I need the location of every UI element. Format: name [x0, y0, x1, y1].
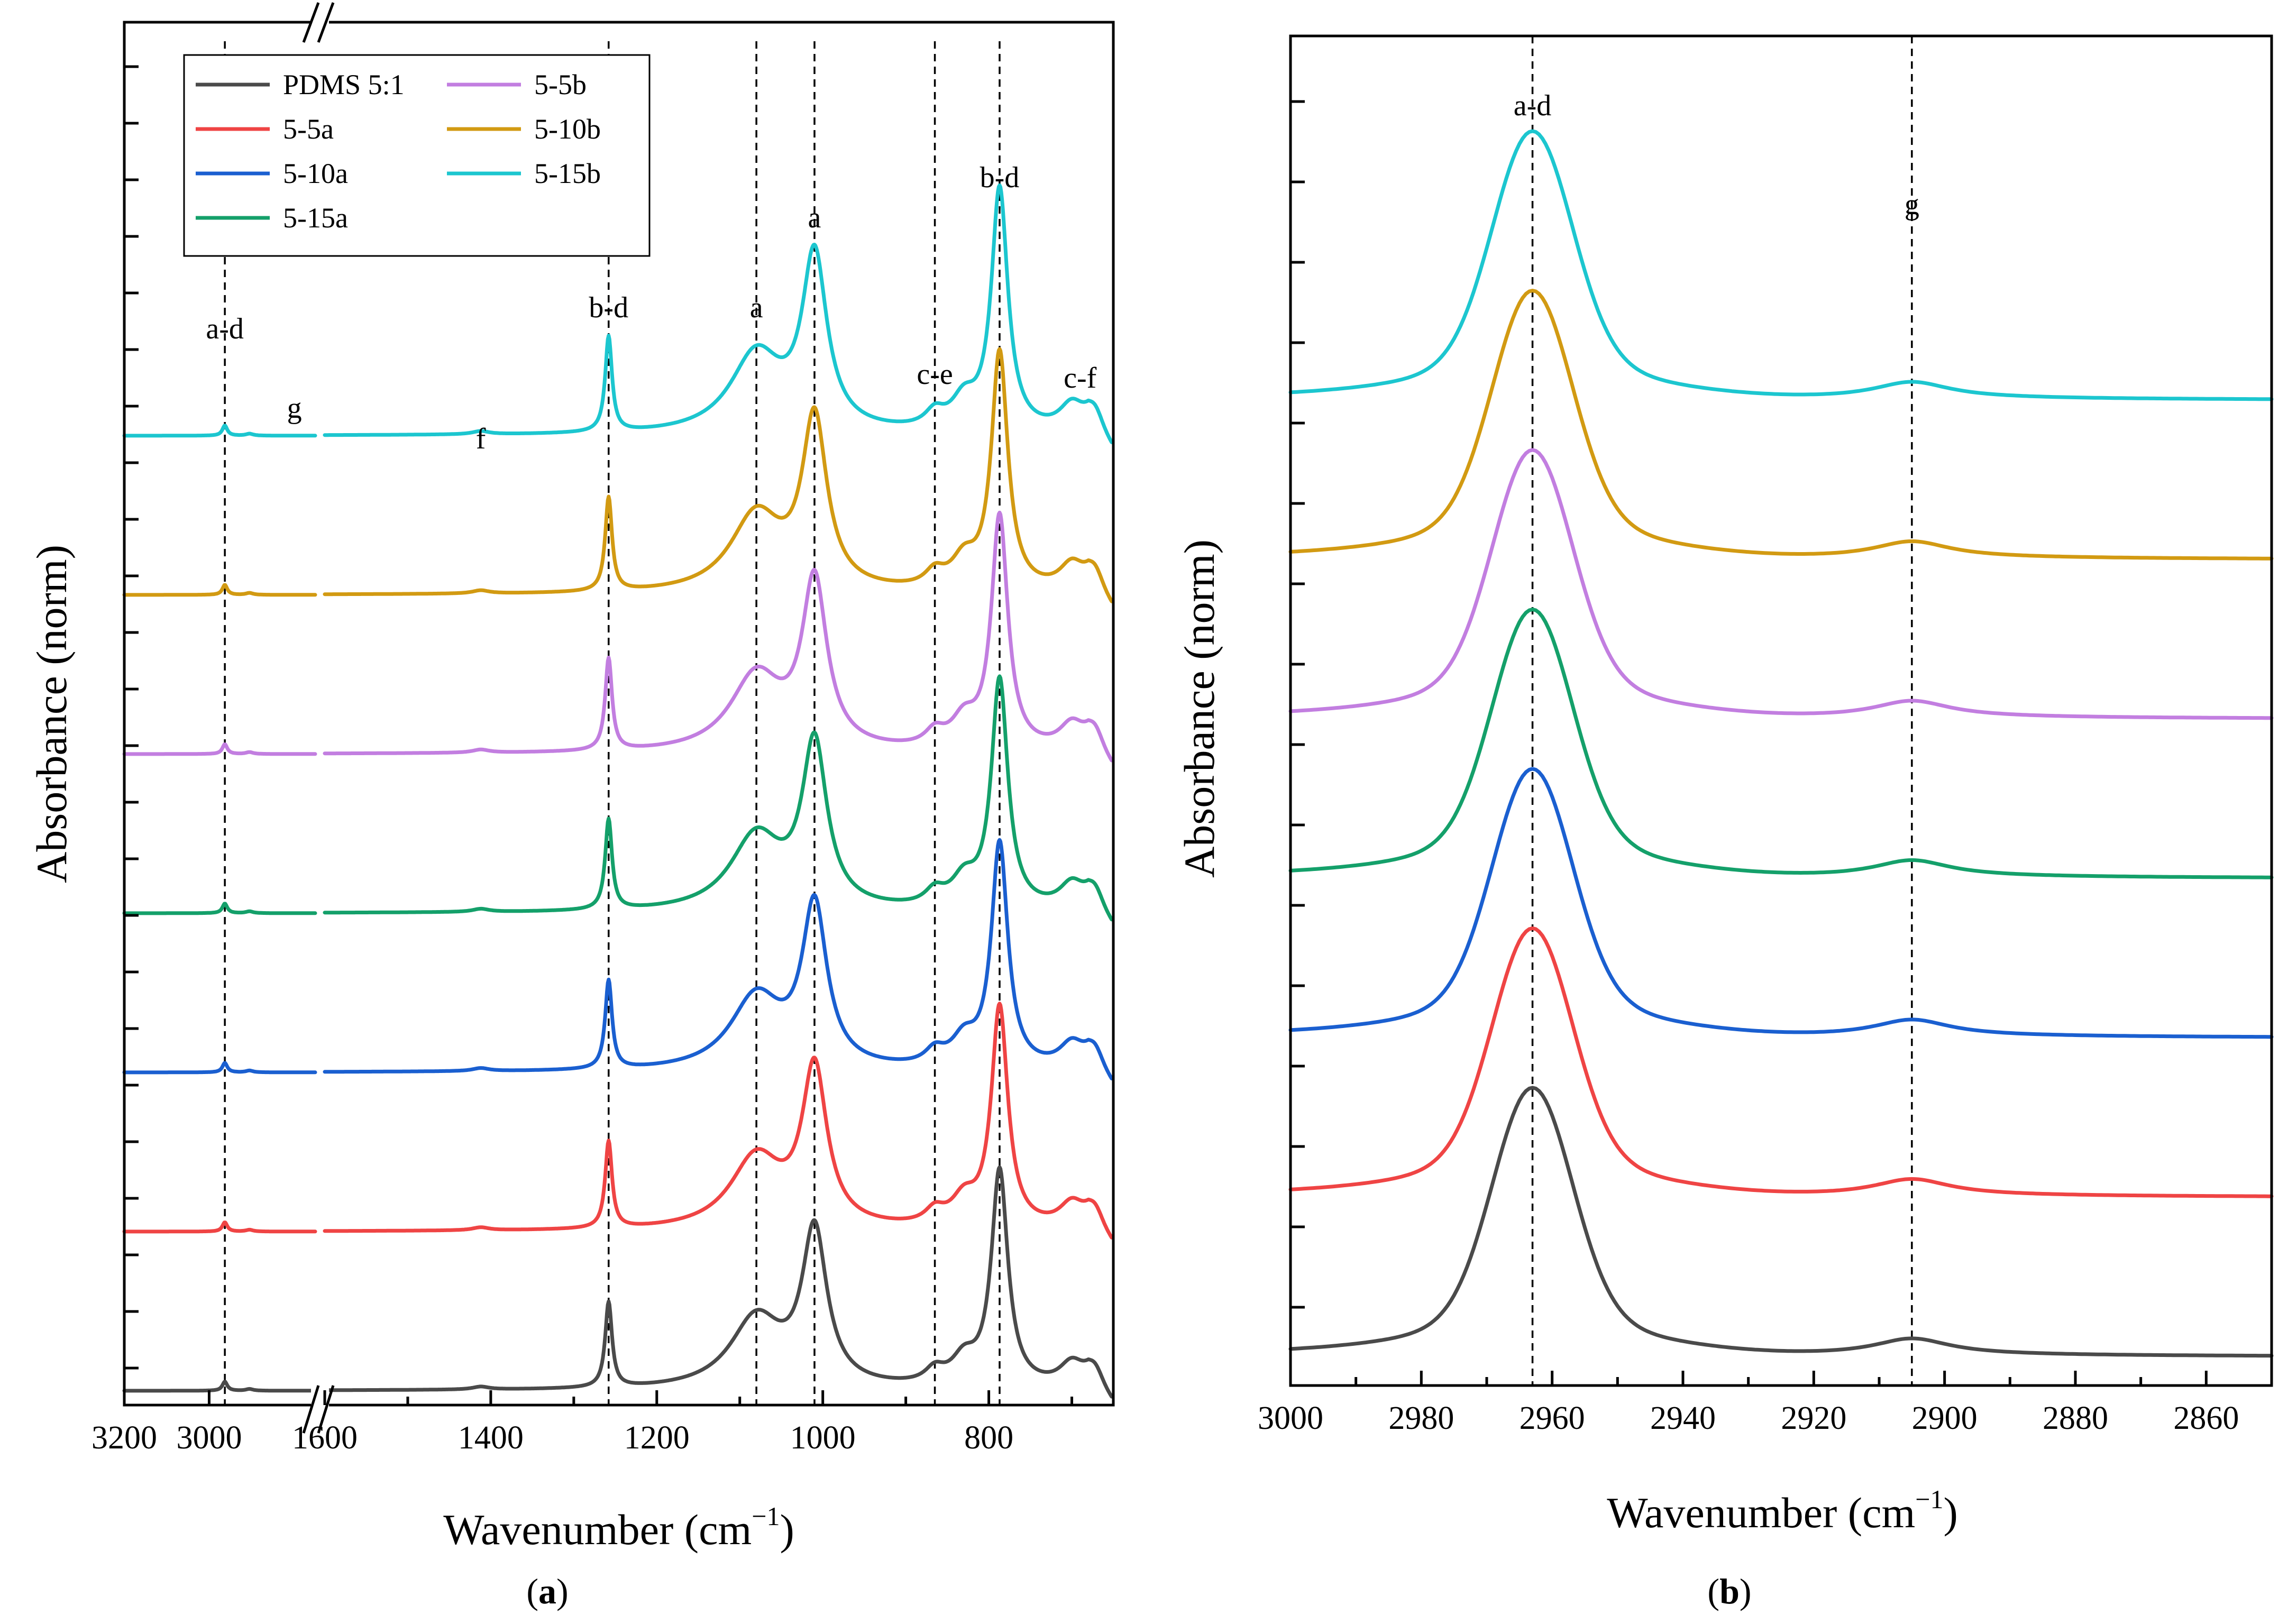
legend-label-5-5a: 5-5a — [283, 113, 334, 145]
panel-a-x-tick-label: 1200 — [624, 1420, 690, 1456]
panel-b-x-tick-label: 2980 — [1388, 1400, 1454, 1436]
panel-b-peak-label: g — [1905, 188, 1919, 221]
panel-a-x-tick-label: 1400 — [458, 1420, 524, 1456]
panel-a-peak-label: g — [287, 392, 302, 425]
trace-5-15a-high — [122, 902, 317, 915]
panel-b-traces — [1288, 129, 2274, 1358]
trace-b-5-15b — [1288, 129, 2274, 401]
panel-a-peak-label: f — [476, 423, 486, 455]
panel-a-reference-lines — [224, 41, 1001, 1405]
panel-a-x-tick-label: 800 — [964, 1420, 1013, 1456]
trace-5-15b-low — [323, 183, 1114, 444]
legend: PDMS 5:1 5-5a 5-10a 5-15a 5-5b 5-10b 5-15b — [183, 54, 651, 257]
trace-5-10a-high — [122, 1061, 317, 1075]
trace-b-5-5a — [1288, 926, 2274, 1198]
panel-a-label: (a) — [526, 1571, 568, 1611]
panel-a-traces — [122, 183, 1114, 1399]
legend-label-5-15a: 5-15a — [283, 202, 348, 234]
trace-5-5b-low — [323, 510, 1114, 763]
panel-a: 3200 3000 1600 1400 1200 1000 800 a-d g f b-d a a c-… — [28, 2, 1115, 1611]
panel-a-y-axis-title: Absorbance (norm) — [28, 545, 76, 883]
panel-b-x-tick-label: 2860 — [2173, 1400, 2239, 1436]
panel-b: 3000 2980 2960 2940 2920 2900 2880 2860 a-d g Ab… — [1175, 34, 2274, 1611]
panel-b-x-tick-label: 3000 — [1258, 1400, 1323, 1436]
panel-b-reference-lines — [1531, 36, 1913, 1386]
trace-5-5a-high — [122, 1221, 317, 1234]
panel-b-axis-ticks: 3000 2980 2960 2940 2920 2900 2880 2860 — [1258, 100, 2239, 1436]
panel-b-frame — [1289, 34, 2273, 1387]
trace-b-5-10a — [1288, 767, 2274, 1039]
panel-a-axis-break-mark — [302, 1385, 320, 1434]
panel-a-peak-label: c-e — [917, 358, 953, 391]
panel-a-x-tick-label: 1600 — [292, 1420, 358, 1456]
panel-a-axis-break-mark — [317, 1385, 335, 1434]
panel-b-x-tick-label: 2920 — [1781, 1400, 1846, 1436]
panel-a-frame — [123, 21, 1115, 1407]
panel-a-x-tick-label: 1000 — [790, 1420, 856, 1456]
panel-a-top-break-mark — [317, 2, 335, 43]
panel-b-x-tick-label: 2900 — [1912, 1400, 1978, 1436]
panel-a-peak-label: b-d — [980, 161, 1020, 194]
panel-a-peak-label: b-d — [589, 291, 628, 324]
panel-a-peak-label: a — [750, 291, 763, 324]
panel-b-x-tick-label: 2880 — [2043, 1400, 2108, 1436]
trace-5-10b-low — [323, 347, 1114, 603]
trace-b-5-15a — [1288, 607, 2274, 879]
panel-a-axis-ticks: 3200 3000 1600 1400 1200 1000 800 — [91, 65, 1074, 1456]
trace-b-pdms-5-1 — [1288, 1086, 2274, 1358]
trace-b-5-10b — [1288, 289, 2274, 561]
panel-a-top-break-mark — [302, 2, 320, 43]
legend-label-5-10b: 5-10b — [534, 113, 601, 145]
trace-5-5b-high — [122, 742, 317, 756]
legend-label-5-10a: 5-10a — [283, 158, 348, 189]
trace-5-10a-low — [323, 838, 1114, 1080]
trace-5-15a-low — [323, 674, 1114, 922]
panel-b-peak-labels: a-d g — [1514, 89, 1919, 221]
panel-b-x-axis-title: Wavenumber (cm−1) — [1607, 1484, 1958, 1537]
trace-b-5-5b — [1288, 448, 2274, 720]
legend-label-5-5b: 5-5b — [534, 69, 587, 100]
panel-a-x-axis-title: Wavenumber (cm−1) — [443, 1501, 794, 1554]
panel-b-peak-label: a-d — [1514, 89, 1552, 122]
trace-pdms-5-1-high — [122, 1380, 317, 1393]
trace-pdms-5-1-low — [323, 1165, 1114, 1399]
panel-b-label: (b) — [1707, 1571, 1751, 1611]
panel-a-x-tick-label: 3200 — [91, 1420, 157, 1456]
panel-a-x-tick-label: 3000 — [176, 1420, 242, 1456]
trace-5-10b-high — [122, 583, 317, 597]
panel-b-x-tick-label: 2960 — [1520, 1400, 1585, 1436]
panel-b-y-axis-title: Absorbance (norm) — [1175, 539, 1223, 878]
trace-5-5a-low — [323, 1002, 1114, 1240]
legend-label-pdms-5-1: PDMS 5:1 — [283, 69, 405, 100]
legend-label-5-15b: 5-15b — [534, 158, 601, 189]
panel-a-peak-label: a-d — [206, 313, 244, 345]
trace-5-15b-high — [122, 424, 317, 438]
panel-a-peak-labels: a-d g f b-d a a c-e b-d c-f — [206, 161, 1096, 455]
panel-a-peak-label: a — [808, 201, 821, 234]
panel-a-peak-label: c-f — [1064, 362, 1097, 394]
legend-box — [183, 54, 651, 257]
panel-b-x-tick-label: 2940 — [1650, 1400, 1716, 1436]
